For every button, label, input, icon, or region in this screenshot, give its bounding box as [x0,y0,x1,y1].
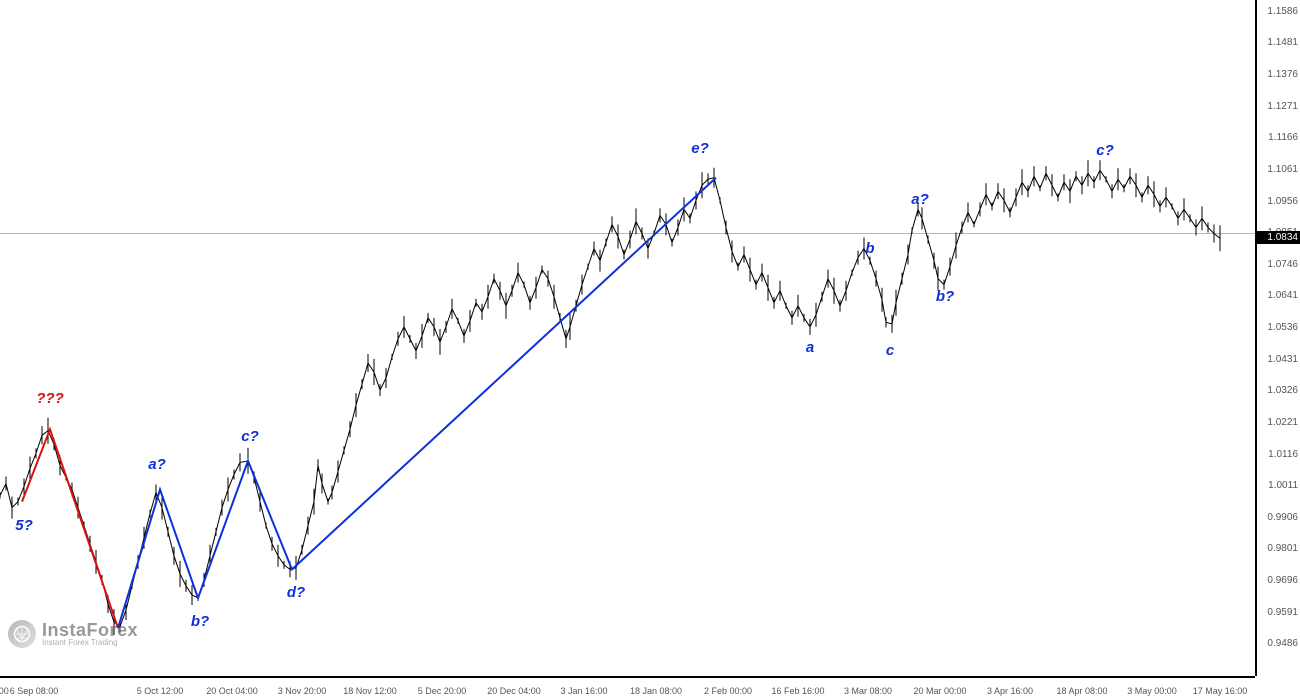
price-tick: 0.9486 [1258,638,1298,649]
price-tick: 1.0011 [1258,480,1298,491]
price-tick: 1.1271 [1258,101,1298,112]
time-tick: 3 Jan 16:00 [560,686,607,696]
price-tick: 1.0431 [1258,354,1298,365]
wave-label: c? [1096,142,1114,159]
watermark-brand: InstaForex [42,621,138,639]
time-tick: 3 Mar 08:00 [844,686,892,696]
price-axis: 1.1586 1.1481 1.1376 1.1271 1.1166 1.1061 1.09… [1255,0,1300,676]
price-svg [0,0,1255,676]
wave-label: c? [241,428,259,445]
time-tick: 20 Dec 04:00 [487,686,541,696]
watermark-logo-icon [8,620,36,648]
time-tick: 20 Oct 04:00 [206,686,258,696]
price-tick: 0.9696 [1258,575,1298,586]
time-tick: 18 Nov 12:00 [343,686,397,696]
time-tick: 2/00 [0,686,9,696]
price-tick: 1.0641 [1258,290,1298,301]
price-tick: 1.1061 [1258,164,1298,175]
price-tick: 1.0746 [1258,259,1298,270]
wave-line-blue [118,178,716,628]
wave-label: e? [691,140,709,157]
time-tick: 17 May 16:00 [1193,686,1248,696]
wave-label: ??? [36,390,64,407]
watermark: InstaForex Instant Forex Trading [8,620,138,648]
wave-label: a [806,339,814,356]
price-tick: 1.0536 [1258,322,1298,333]
current-price-label: 1.0834 [1256,231,1300,244]
time-tick: 5 Oct 12:00 [137,686,184,696]
wave-label: 5? [15,517,33,534]
wave-label: b? [936,288,954,305]
wave-label: a? [911,191,929,208]
wave-label: b? [191,613,209,630]
price-tick: 1.1586 [1258,6,1298,17]
wave-line-red [22,429,118,628]
chart-container: InstaForex Instant Forex Trading ??? 5? a?… [0,0,1300,700]
time-tick: 18 Jan 08:00 [630,686,682,696]
time-tick: 16 Feb 16:00 [771,686,824,696]
price-tick: 0.9591 [1258,607,1298,618]
time-tick: 3 Apr 16:00 [987,686,1033,696]
price-tick: 0.9801 [1258,543,1298,554]
wave-label: b [865,240,874,257]
time-axis: 2/006 Sep 08:00 5 Oct 12:00 20 Oct 04:00 3 … [0,676,1255,700]
time-tick: 18 Apr 08:00 [1056,686,1107,696]
watermark-tagline: Instant Forex Trading [42,639,138,647]
price-tick: 1.1166 [1258,132,1298,143]
time-tick: 6 Sep 08:00 [10,686,59,696]
time-tick: 3 Nov 20:00 [278,686,327,696]
time-tick: 20 Mar 00:00 [913,686,966,696]
price-tick: 0.9906 [1258,512,1298,523]
price-tick: 1.0956 [1258,196,1298,207]
wave-label: a? [148,456,166,473]
price-tick: 1.0116 [1258,449,1298,460]
wave-label: d? [287,584,305,601]
chart-plot-area: InstaForex Instant Forex Trading ??? 5? a?… [0,0,1255,676]
price-tick: 1.1376 [1258,69,1298,80]
price-tick: 1.1481 [1258,37,1298,48]
wave-label: c [886,342,894,359]
time-tick: 2 Feb 00:00 [704,686,752,696]
price-tick: 1.0221 [1258,417,1298,428]
time-tick: 5 Dec 20:00 [418,686,467,696]
price-tick: 1.0326 [1258,385,1298,396]
time-tick: 3 May 00:00 [1127,686,1177,696]
